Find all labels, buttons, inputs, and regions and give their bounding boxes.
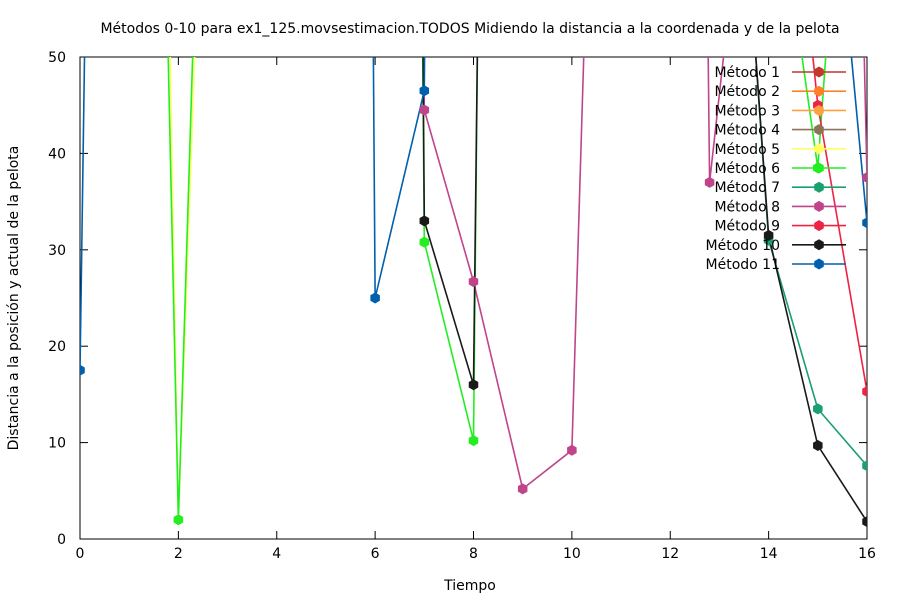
y-tick-label: 0 bbox=[57, 532, 66, 548]
y-tick-label: 20 bbox=[48, 339, 66, 355]
x-tick-label: 2 bbox=[174, 546, 183, 562]
series-line-6 bbox=[167, 57, 827, 520]
data-point bbox=[813, 403, 823, 415]
data-point bbox=[862, 217, 867, 229]
data-point bbox=[813, 439, 823, 451]
data-point bbox=[517, 483, 528, 495]
x-tick-label: 14 bbox=[760, 546, 778, 562]
legend-label: Método 6 bbox=[714, 161, 780, 177]
legend: Método 1 Método 2 Método 3 Método 4 Método 5… bbox=[706, 65, 846, 273]
data-point bbox=[763, 229, 774, 241]
legend-label: Método 3 bbox=[714, 103, 780, 119]
legend-swatch-point bbox=[814, 239, 824, 251]
legend-label: Método 7 bbox=[714, 180, 780, 196]
data-point bbox=[419, 215, 430, 227]
data-point bbox=[419, 104, 430, 116]
x-tick-label: 12 bbox=[661, 546, 679, 562]
data-point bbox=[862, 516, 867, 528]
series-line-9 bbox=[812, 57, 867, 392]
legend-swatch-point bbox=[814, 258, 824, 270]
data-point bbox=[370, 292, 380, 304]
legend-label: Método 1 bbox=[714, 65, 780, 81]
x-tick-label: 16 bbox=[858, 546, 876, 562]
series-line-11 bbox=[80, 57, 867, 371]
legend-label: Método 10 bbox=[706, 238, 780, 254]
legend-label: Método 2 bbox=[714, 84, 780, 100]
axis-ticks: 0 2 4 6 8 10 12 14 16 0 10 20 30 40 50 bbox=[48, 50, 876, 562]
data-point bbox=[567, 444, 577, 456]
data-point bbox=[173, 514, 184, 526]
chart-title: Métodos 0-10 para ex1_125.movsestimacion… bbox=[100, 21, 839, 37]
data-point bbox=[468, 276, 479, 288]
x-tick-label: 8 bbox=[469, 546, 478, 562]
data-point bbox=[862, 172, 867, 183]
legend-label: Método 11 bbox=[706, 257, 780, 273]
data-point bbox=[419, 85, 430, 97]
y-tick-label: 40 bbox=[48, 146, 66, 162]
legend-label: Método 9 bbox=[714, 219, 780, 235]
legend-swatch-point bbox=[814, 104, 824, 116]
legend-label: Método 5 bbox=[714, 142, 780, 158]
data-point bbox=[468, 379, 479, 391]
x-tick-label: 10 bbox=[563, 546, 581, 562]
data-point bbox=[80, 364, 85, 376]
y-axis-label: Distancia a la posición y actual de la p… bbox=[6, 146, 22, 451]
data-point bbox=[704, 176, 715, 188]
x-tick-label: 0 bbox=[76, 546, 85, 562]
data-point bbox=[468, 435, 479, 447]
x-tick-label: 6 bbox=[371, 546, 380, 562]
legend-swatch-point bbox=[814, 143, 824, 155]
y-tick-label: 30 bbox=[48, 243, 66, 259]
series-line-10 bbox=[422, 57, 867, 523]
series-line-8 bbox=[422, 57, 867, 491]
legend-swatch-point bbox=[814, 200, 824, 212]
x-axis-label: Tiempo bbox=[443, 578, 496, 594]
legend-swatch-point bbox=[814, 220, 824, 232]
y-tick-label: 50 bbox=[48, 50, 66, 66]
y-tick-label: 10 bbox=[48, 436, 66, 452]
legend-swatch-point bbox=[814, 162, 824, 174]
legend-swatch-point bbox=[814, 85, 824, 97]
data-point bbox=[862, 460, 867, 472]
legend-swatch-point bbox=[814, 124, 824, 136]
legend-label: Método 4 bbox=[714, 123, 780, 139]
legend-swatch-point bbox=[814, 66, 824, 78]
data-point bbox=[419, 236, 430, 248]
legend-swatch-point bbox=[814, 181, 824, 193]
x-tick-label: 4 bbox=[272, 546, 281, 562]
data-point bbox=[862, 386, 867, 398]
legend-label: Método 8 bbox=[714, 199, 780, 215]
